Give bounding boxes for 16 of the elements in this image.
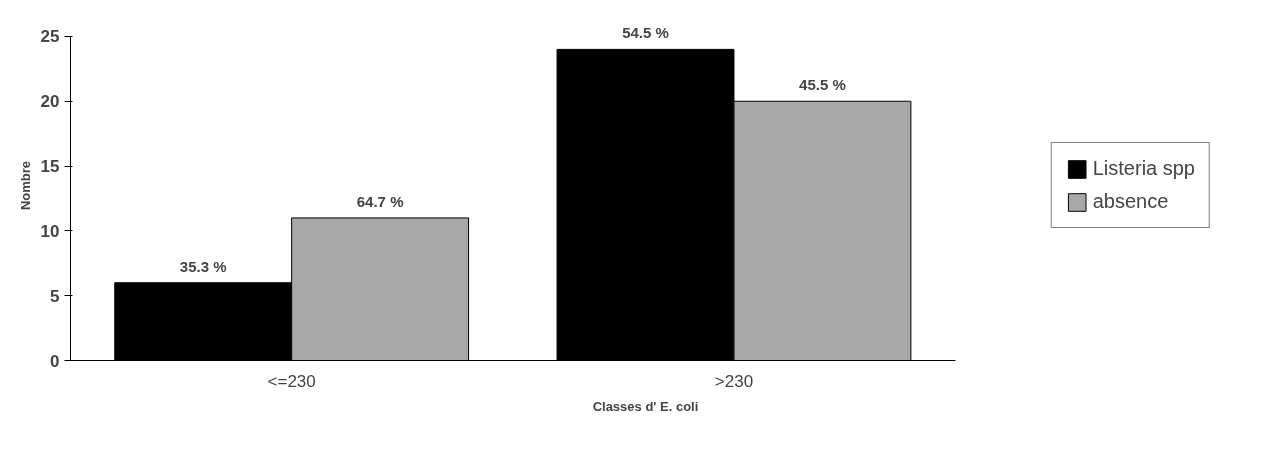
y-tick-label: 20 (40, 92, 60, 112)
legend-label: Listeria spp (1092, 157, 1195, 180)
y-tick-label: 0 (50, 351, 60, 371)
x-axis-title: Classes d' E. coli (592, 398, 699, 414)
y-tick-label: 25 (40, 27, 60, 47)
x-tick-label: >230 (714, 371, 754, 391)
y-tick-label: 15 (40, 157, 60, 177)
y-tick-label: 5 (50, 286, 60, 306)
annotation: 35.3 % (179, 257, 227, 275)
x-tick-label: <=230 (267, 371, 316, 391)
y-tick-label: 10 (40, 221, 60, 241)
annotation: 45.5 % (799, 76, 846, 94)
annotation: 64.7 % (356, 192, 404, 210)
annotation: 54.5 % (622, 24, 669, 42)
legend-label: absence (1092, 190, 1169, 213)
y-axis-title: Nombre (17, 160, 33, 211)
